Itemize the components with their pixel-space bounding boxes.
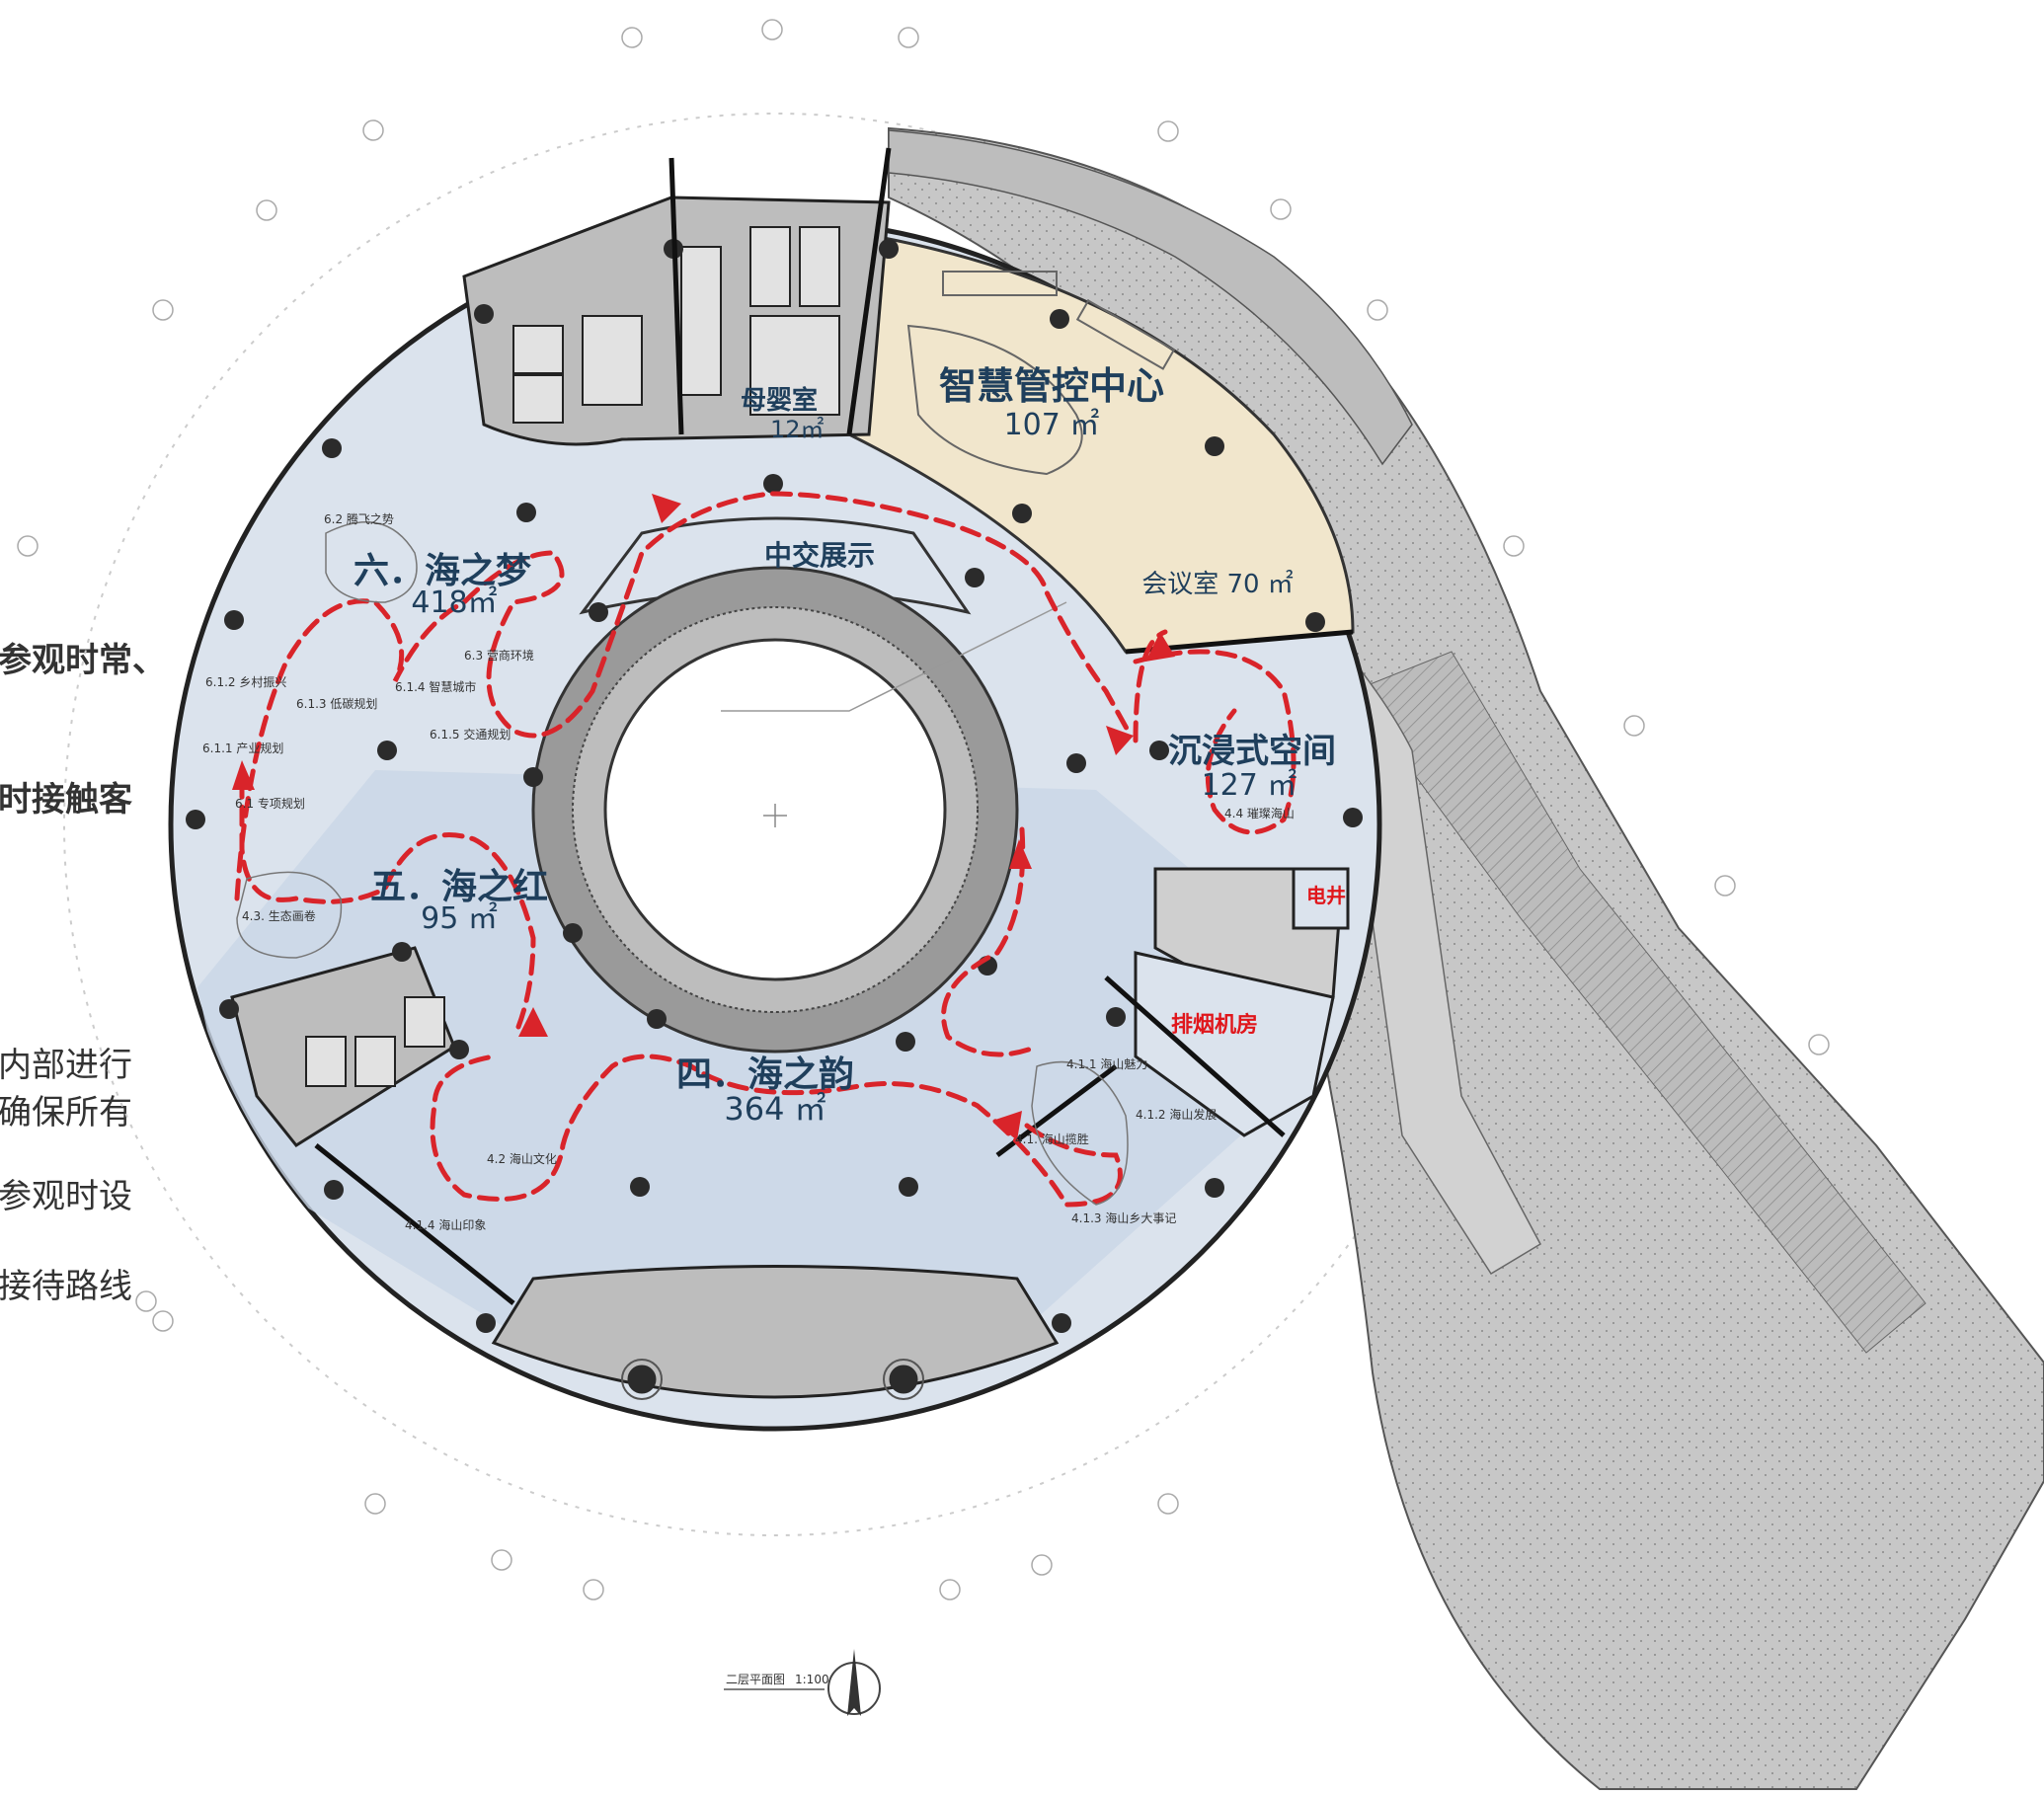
toilet-stalls-left [305,996,445,1087]
visitor-route [234,491,1297,1208]
label-6-1-1: 6.1.1 产业规划 [202,741,283,755]
electric-shaft-label: 电井 [1306,884,1346,907]
exhibit-blobs [236,521,1129,1206]
label-4-4: 4.4 璀璨海山 [1224,806,1295,820]
electric-shaft-box [1292,867,1350,930]
label-4-3: 4.3. 生态画卷 [242,908,316,923]
label-6-1-2: 6.1.2 乡村振兴 [205,675,286,689]
side-text-4: 确保所有 [0,1093,132,1132]
sea-rhyme-name: 四．海之韵 [676,1054,854,1095]
mother-room-name: 母婴室 [741,385,818,416]
immersive-space-name: 沉浸式空间 [1168,732,1336,771]
smoke-room-label: 排烟机房 [1171,1012,1258,1038]
meeting-room-label: 会议室 70 ㎡ [1141,570,1294,599]
entrance-column-rings [621,1359,924,1400]
label-4-1-3: 4.1.3 海山乡大事记 [1071,1210,1176,1225]
control-center-fill [847,235,1355,654]
site-hatch-band [1352,651,1926,1354]
sea-rhyme-area: 364 ㎡ [724,1090,825,1128]
route-arrows [232,494,1175,1140]
label-6-3: 6.3 营商环境 [464,648,534,663]
sea-dream-name: 六．海之梦 [354,551,531,591]
sea-red-area: 95 ㎡ [421,901,498,936]
mother-room-area: 12㎡ [770,416,825,443]
label-4-2: 4.2 海山文化 [487,1151,557,1166]
label-4-1-2: 4.1.2 海山发展 [1136,1107,1217,1122]
atrium-cross [763,804,787,827]
entrance-columns [627,1365,918,1394]
label-4-1-4: 4.1.4 海山印象 [405,1217,486,1232]
immersive-space-area: 127 ㎡ [1202,768,1297,803]
sea-red-name: 五．海之红 [370,867,548,907]
control-center-name: 智慧管控中心 [939,364,1164,408]
label-6-2: 6.2 腾飞之势 [324,511,394,526]
control-center-area: 107 ㎡ [1004,408,1100,442]
label-6-1-5: 6.1.5 交通规划 [430,727,511,742]
atrium-reference-line [721,601,1067,712]
side-text-2: 时接触客 [0,780,132,820]
site-outer-band [888,129,1413,466]
label-6-1-4: 6.1.4 智慧城市 [395,679,476,694]
label-4-1: 4.1. 海山揽胜 [1015,1132,1089,1146]
plan-caption-scale: 1:100 [795,1673,829,1686]
label-6-1-3: 6.1.3 低碳规划 [296,696,377,711]
side-text-6: 接待路线 [0,1267,132,1306]
smoke-room-box [1134,951,1335,1137]
north-arrow-icon [827,1649,881,1716]
sea-dream-area: 418㎡ [411,586,497,620]
side-text-1: 参观时常、 [0,641,166,680]
label-4-1-1: 4.1.1 海山魅力 [1066,1056,1147,1071]
label-6-1: 6.1 专项规划 [235,796,305,811]
side-text-3: 内部进行 [0,1046,132,1085]
plan-caption-title: 二层平面图 [726,1673,785,1686]
central-exhibit-name: 中交展示 [764,539,875,572]
meeting-room-furniture [906,271,1176,476]
toilet-stalls [512,226,840,424]
side-text-5: 参观时设 [0,1177,132,1216]
